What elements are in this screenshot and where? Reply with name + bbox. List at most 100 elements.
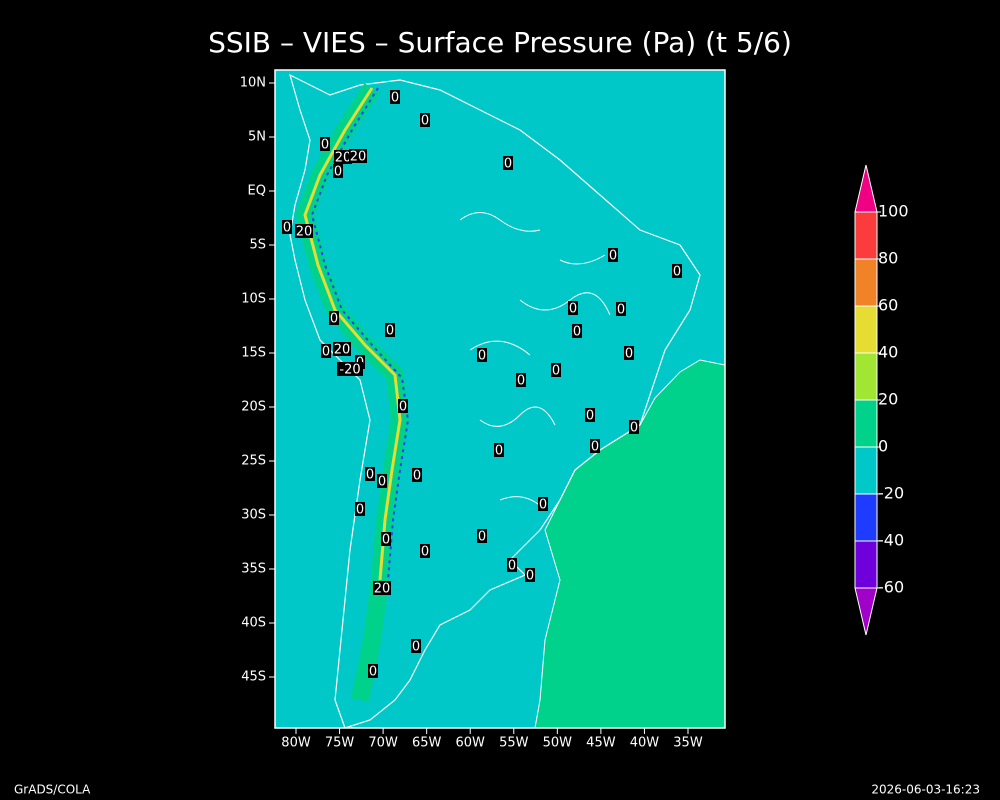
contour-label: 0 <box>591 440 599 455</box>
colorbar-label: 100 <box>878 202 909 221</box>
contour-label: 0 <box>391 91 399 106</box>
contour-label-box <box>321 344 331 358</box>
title: SSIB – VIES – Surface Pressure (Pa) (t 5… <box>208 26 792 59</box>
contour-label-box <box>381 532 391 546</box>
lon-tick-label: 45W <box>586 736 616 751</box>
colorbar-segment <box>854 352 878 401</box>
contour-label: 0 <box>369 665 377 680</box>
contour-label: 0 <box>386 324 394 339</box>
contour-label: 20 <box>350 150 367 165</box>
contour-label-box <box>585 408 595 422</box>
contour-label: 0 <box>322 345 330 360</box>
lat-tick-label: 30S <box>241 508 266 523</box>
contour-label: 0 <box>413 469 421 484</box>
colorbar-segment <box>854 540 878 589</box>
footer-left: GrADS/COLA <box>14 783 91 797</box>
contour-label: 0 <box>625 347 633 362</box>
contour-label: 0 <box>586 409 594 424</box>
contour-label: 0 <box>421 545 429 560</box>
contour-label: 0 <box>569 302 577 317</box>
contour-label-box <box>295 224 313 238</box>
contour-label-box <box>568 301 578 315</box>
contour-label-box <box>411 639 421 653</box>
contour-label: -20 <box>339 363 360 378</box>
contour-label-box <box>333 342 351 356</box>
contour-label-box <box>624 346 634 360</box>
contour-label: 0 <box>334 165 342 180</box>
contour-label-box <box>368 664 378 678</box>
colorbar-label: 20 <box>878 390 898 409</box>
contour-label-box <box>385 323 395 337</box>
colorbar-label: 40 <box>878 343 898 362</box>
contour-label-box <box>320 137 330 151</box>
contour-label-box <box>355 502 365 516</box>
colorbar-segment <box>854 399 878 448</box>
colorbar-segment <box>854 446 878 495</box>
colorbar-label: -40 <box>878 531 904 550</box>
contour-label: 0 <box>478 530 486 545</box>
contour-label-box <box>477 348 487 362</box>
lon-tick-label: 80W <box>281 736 311 751</box>
contour-label: 20 <box>335 151 352 166</box>
contour-label: 0 <box>378 475 386 490</box>
contour-label: 0 <box>673 265 681 280</box>
colorbar-segment <box>854 493 878 542</box>
contour-label: 0 <box>399 400 407 415</box>
andes-low <box>310 87 410 581</box>
contour-label: 0 <box>617 303 625 318</box>
contour-label-box <box>398 399 408 413</box>
contour-label-box <box>282 220 292 234</box>
contour-label: 20 <box>374 582 391 597</box>
contour-label: 20 <box>296 225 313 240</box>
contour-label-box <box>337 362 363 376</box>
lat-tick-label: 5S <box>249 238 266 253</box>
lon-tick-label: 65W <box>412 736 442 751</box>
contour-label-box <box>365 467 375 481</box>
lat-tick-label: 20S <box>241 400 266 415</box>
contour-label-box <box>329 311 339 325</box>
lat-tick-label: 15S <box>241 346 266 361</box>
contour-label-box <box>377 474 387 488</box>
contour-label-box <box>538 497 548 511</box>
lat-tick-label: 5N <box>248 130 266 145</box>
contour-label: 0 <box>356 503 364 518</box>
lon-tick-label: 70W <box>368 736 398 751</box>
contour-label-box <box>349 149 367 163</box>
contour-label: 0 <box>508 559 516 574</box>
contour-label: 0 <box>366 468 374 483</box>
colorbar-segment <box>854 211 878 260</box>
lat-tick-label: EQ <box>248 184 266 199</box>
contour-label-box <box>516 373 526 387</box>
footer-right: 2026-06-03-16:23 <box>871 783 980 797</box>
colorbar-triangle <box>854 164 878 213</box>
contour-label: 0 <box>412 640 420 655</box>
contour-label: 0 <box>630 421 638 436</box>
colorbar-label: -60 <box>878 578 904 597</box>
contour-label-box <box>477 529 487 543</box>
contour-label-box <box>572 324 582 338</box>
colorbar-label: 80 <box>878 249 898 268</box>
contour-label: 0 <box>517 374 525 389</box>
lon-tick-label: 50W <box>543 736 573 751</box>
colorbar-label: 0 <box>878 437 888 456</box>
contour-label-box <box>503 156 513 170</box>
contour-label: 0 <box>552 364 560 379</box>
coastline <box>289 73 701 729</box>
contour-label: 0 <box>504 157 512 172</box>
map <box>274 69 726 729</box>
contour-label-box <box>494 443 504 457</box>
contour-label-box <box>590 439 600 453</box>
contour-label-box <box>616 302 626 316</box>
colorbar-segment <box>854 305 878 354</box>
contour-label: 0 <box>609 249 617 264</box>
contour-label-box <box>420 113 430 127</box>
contour-label: 0 <box>283 221 291 236</box>
lat-tick-label: 35S <box>241 562 266 577</box>
lat-tick-label: 25S <box>241 454 266 469</box>
contour-label-box <box>420 544 430 558</box>
contour-label: 0 <box>526 569 534 584</box>
lon-tick-label: 75W <box>325 736 355 751</box>
contour-label-box <box>334 150 352 164</box>
lon-tick-label: 40W <box>630 736 660 751</box>
contour-label-box <box>390 90 400 104</box>
